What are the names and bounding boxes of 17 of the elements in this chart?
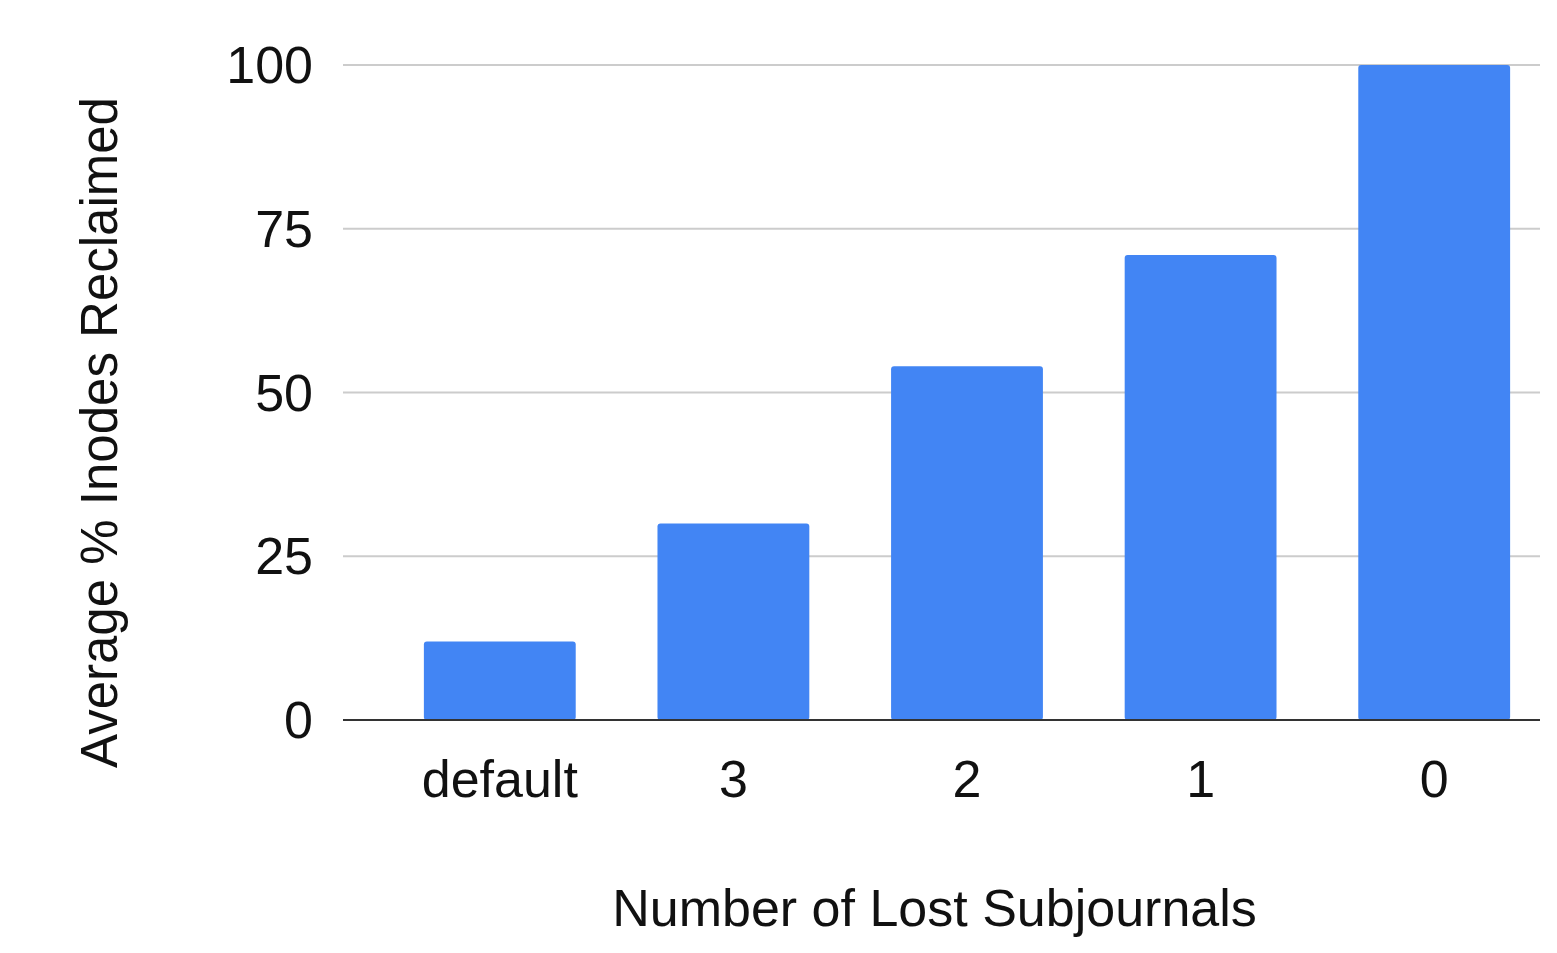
- x-tick-label: 3: [718, 750, 748, 808]
- x-tick-label: 1: [1186, 750, 1216, 808]
- y-tick-label: 25: [255, 527, 313, 586]
- x-tick-label: 0: [1419, 750, 1449, 808]
- x-tick-label: default: [421, 750, 579, 808]
- y-tick-label: 50: [255, 363, 313, 422]
- bar: [423, 641, 576, 720]
- y-tick-label: 100: [226, 36, 313, 95]
- bar: [1124, 254, 1277, 720]
- y-axis-title: Average % Inodes Reclaimed: [71, 97, 128, 768]
- y-tick-label: 0: [284, 691, 313, 750]
- y-tick-label: 75: [255, 199, 313, 258]
- bar: [1358, 65, 1511, 720]
- x-axis-title: Number of Lost Subjournals: [612, 879, 1257, 937]
- x-tick-label: 2: [952, 750, 982, 808]
- bar: [891, 366, 1043, 720]
- bar: [657, 523, 810, 720]
